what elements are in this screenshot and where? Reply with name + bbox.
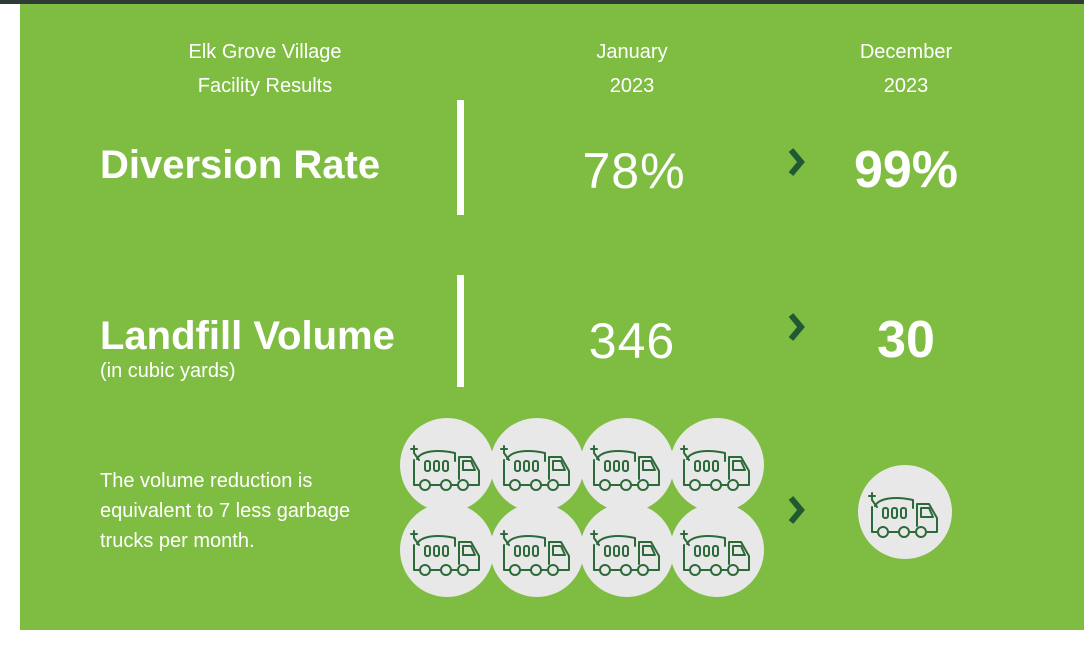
arrow (788, 148, 805, 176)
before-value: 346 (588, 313, 676, 369)
facility-title: Elk Grove Village Facility Results (188, 35, 341, 103)
note: The volume reduction is equivalent to 7 … (100, 470, 351, 552)
truck-icon (669, 502, 765, 598)
truck-icon (489, 417, 585, 513)
arrow (788, 313, 805, 341)
after-heading: December 2023 (860, 35, 952, 103)
truck-icon (399, 502, 495, 598)
after-line: December (859, 41, 953, 63)
after-value: 99% (853, 141, 959, 199)
truck-icon (399, 417, 495, 513)
before-value: 78% (582, 143, 686, 199)
row-label: Diversion Rate (100, 143, 381, 187)
truck-icon (489, 502, 585, 598)
truck-icon (669, 417, 765, 513)
truck-icon (579, 417, 675, 513)
divider (457, 100, 464, 215)
facility-line: Elk Grove Village (188, 41, 342, 63)
after-value: 30 (877, 311, 935, 369)
truck-icon (579, 502, 675, 598)
before-line: January (596, 41, 668, 63)
row-label: Landfill Volume (100, 314, 395, 358)
top-border (0, 0, 1084, 4)
before-line: 2023 (609, 75, 655, 97)
facility-line: Facility Results (197, 75, 333, 97)
divider (457, 275, 464, 387)
before-heading: January 2023 (596, 35, 667, 103)
arrow (788, 496, 805, 524)
row-sublabel: (in cubic yards) (100, 360, 236, 382)
after-line: 2023 (883, 75, 929, 97)
truck-icon (857, 464, 953, 560)
